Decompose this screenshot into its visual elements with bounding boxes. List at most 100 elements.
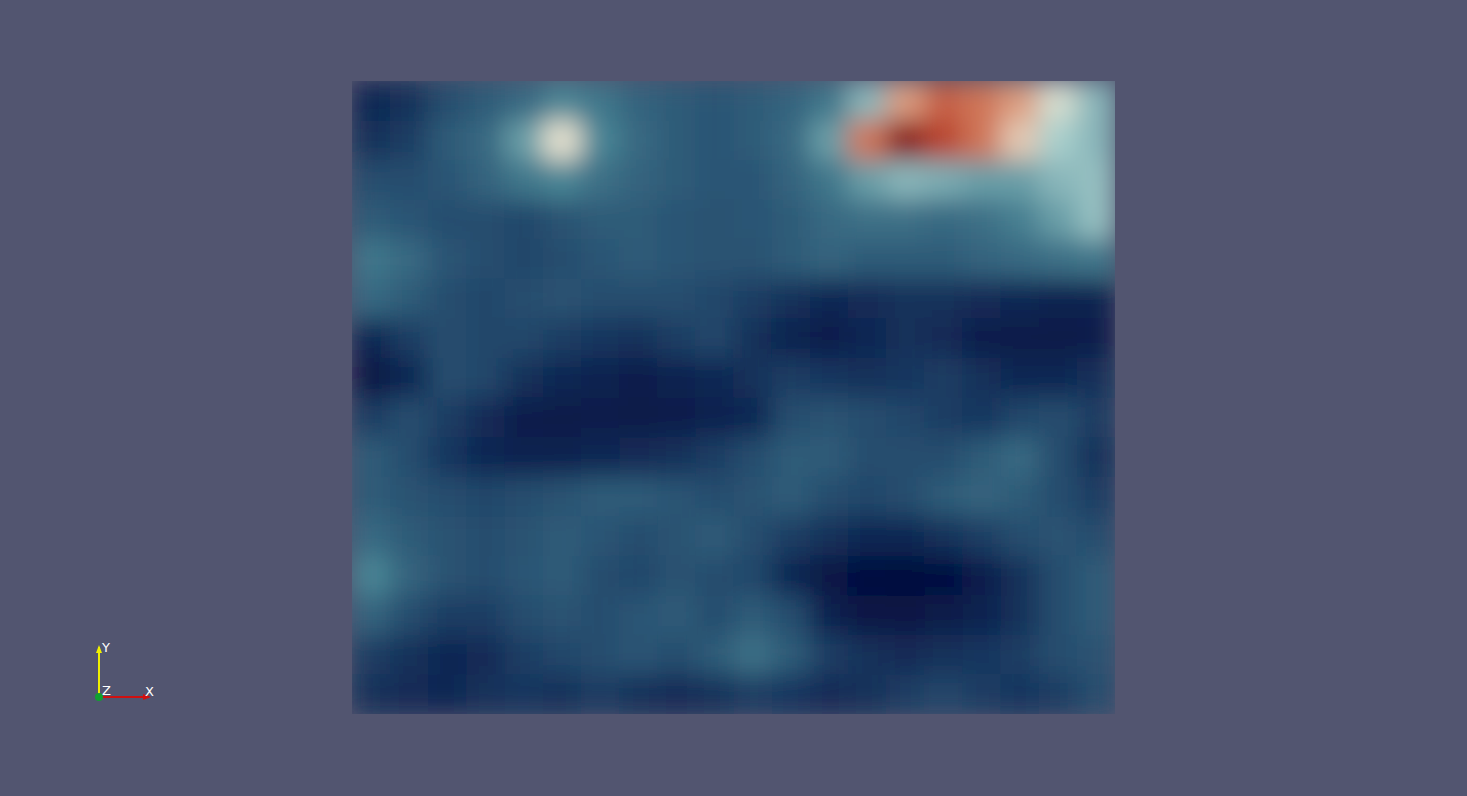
cell — [924, 160, 963, 200]
cell — [581, 595, 620, 635]
cell — [505, 160, 544, 200]
cell — [695, 160, 734, 200]
cell — [505, 437, 544, 477]
cell — [619, 635, 658, 675]
cell — [772, 556, 811, 596]
cell — [1039, 318, 1078, 358]
cell — [734, 81, 773, 121]
cell — [505, 516, 544, 556]
cell — [657, 437, 696, 477]
cell — [505, 318, 544, 358]
cell — [466, 635, 505, 675]
cell — [619, 437, 658, 477]
cell — [1039, 239, 1078, 279]
cell — [352, 200, 391, 240]
cell — [772, 121, 811, 161]
cell — [619, 398, 658, 438]
cell — [734, 398, 773, 438]
cell — [466, 81, 505, 121]
cell — [772, 279, 811, 319]
cell — [734, 595, 773, 635]
cell — [428, 674, 467, 714]
cell — [352, 81, 391, 121]
cell — [581, 239, 620, 279]
cell — [390, 121, 429, 161]
cell — [734, 635, 773, 675]
cell — [886, 318, 925, 358]
cell — [581, 674, 620, 714]
axis-label: Y — [101, 640, 110, 655]
cell — [619, 674, 658, 714]
cell — [390, 358, 429, 398]
cell — [505, 556, 544, 596]
cell — [1001, 477, 1040, 517]
cell — [695, 516, 734, 556]
cell — [505, 358, 544, 398]
background — [0, 0, 1467, 796]
cell — [657, 398, 696, 438]
cell — [962, 477, 1001, 517]
cell — [695, 595, 734, 635]
cell — [924, 635, 963, 675]
figure: YXZ — [0, 0, 1467, 796]
cell — [695, 556, 734, 596]
cell — [1077, 239, 1115, 279]
cell — [1039, 398, 1078, 438]
cell — [810, 635, 849, 675]
axis-label: Z — [102, 683, 111, 698]
cell — [352, 477, 391, 517]
cell — [924, 121, 963, 161]
cell — [810, 516, 849, 556]
cell — [390, 477, 429, 517]
cell — [772, 595, 811, 635]
cell — [924, 516, 963, 556]
cell — [962, 200, 1001, 240]
cell — [657, 595, 696, 635]
cell — [428, 516, 467, 556]
cell — [390, 595, 429, 635]
cell — [352, 279, 391, 319]
cell — [734, 318, 773, 358]
cell — [886, 160, 925, 200]
cell — [1077, 556, 1115, 596]
cell — [695, 674, 734, 714]
cell — [962, 635, 1001, 675]
cell — [734, 674, 773, 714]
cell — [1039, 516, 1078, 556]
cell — [466, 239, 505, 279]
cell — [466, 358, 505, 398]
cell — [848, 239, 887, 279]
cell — [428, 358, 467, 398]
cell — [734, 200, 773, 240]
cell — [619, 279, 658, 319]
cell — [1077, 121, 1115, 161]
cell — [1001, 200, 1040, 240]
cell — [466, 477, 505, 517]
cell — [543, 398, 582, 438]
cell — [505, 595, 544, 635]
cell — [1039, 358, 1078, 398]
cell — [848, 398, 887, 438]
cell — [810, 674, 849, 714]
cell — [962, 279, 1001, 319]
cell — [619, 595, 658, 635]
cell — [962, 437, 1001, 477]
cell — [695, 318, 734, 358]
cell — [848, 556, 887, 596]
cell — [886, 398, 925, 438]
cell — [886, 200, 925, 240]
cell — [657, 635, 696, 675]
cell — [962, 398, 1001, 438]
cell — [619, 81, 658, 121]
cell — [466, 595, 505, 635]
cell — [734, 437, 773, 477]
cell — [962, 595, 1001, 635]
cell — [962, 674, 1001, 714]
cell — [619, 318, 658, 358]
cell — [1077, 516, 1115, 556]
cell — [772, 200, 811, 240]
cell — [1077, 674, 1115, 714]
cell — [543, 81, 582, 121]
cell — [962, 556, 1001, 596]
cell — [352, 437, 391, 477]
